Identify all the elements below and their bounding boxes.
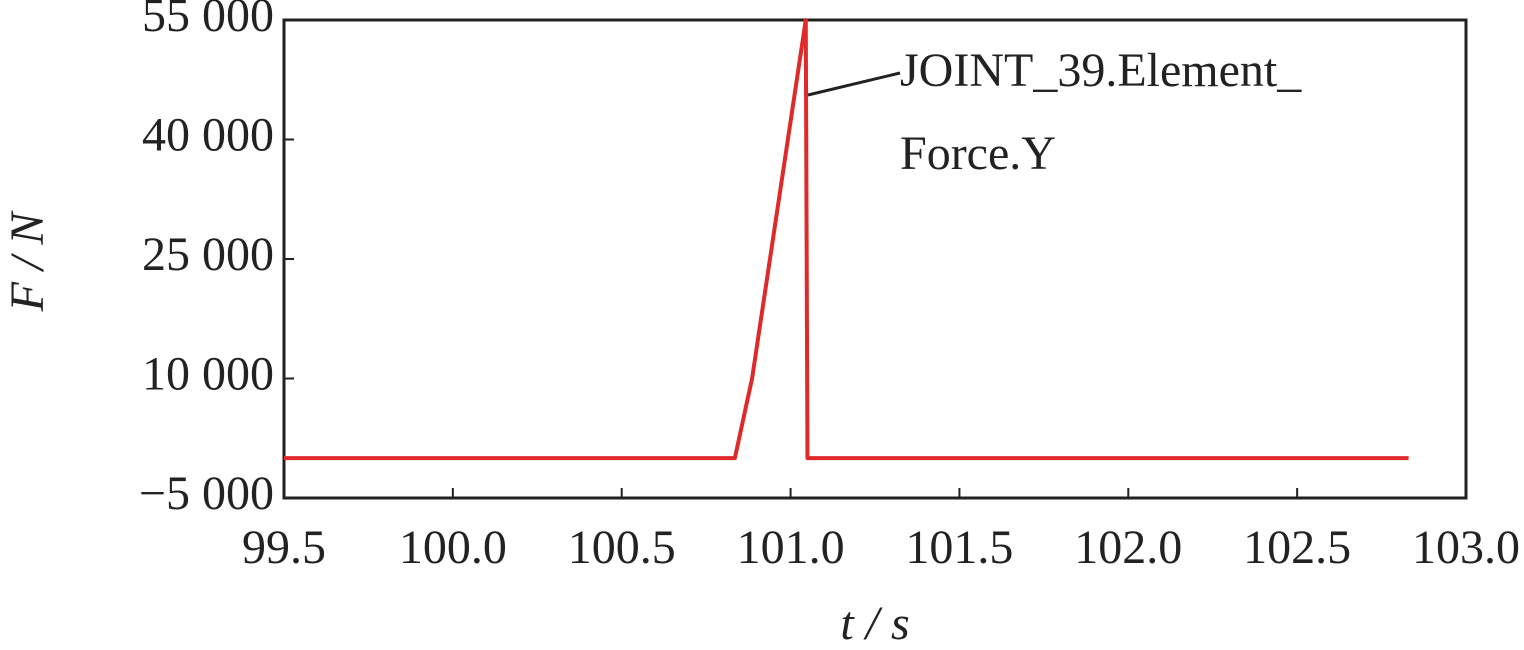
y-axis-label: F / N bbox=[1, 210, 54, 313]
y-tick-label: 55 000 bbox=[142, 0, 274, 42]
x-axis-label: t / s bbox=[840, 597, 909, 650]
annotation-line: JOINT_39.Element_ bbox=[900, 44, 1302, 97]
data-line bbox=[284, 18, 1409, 461]
y-tick-label: −5 000 bbox=[139, 467, 274, 520]
x-tick-label: 102.0 bbox=[1074, 521, 1182, 574]
x-tick-label: 100.5 bbox=[568, 521, 676, 574]
y-tick-label: 40 000 bbox=[142, 109, 274, 162]
x-tick-label: 100.0 bbox=[399, 521, 507, 574]
x-tick-label: 103.0 bbox=[1412, 521, 1520, 574]
x-tick-label: 102.5 bbox=[1243, 521, 1351, 574]
x-tick-label: 99.5 bbox=[242, 521, 326, 574]
y-tick-label: 25 000 bbox=[142, 228, 274, 281]
x-tick-label: 101.5 bbox=[905, 521, 1013, 574]
annotation-line: Force.Y bbox=[900, 127, 1056, 180]
y-tick-label: 10 000 bbox=[142, 348, 274, 401]
annotation-leader bbox=[807, 71, 901, 97]
x-tick-label: 101.0 bbox=[737, 521, 845, 574]
